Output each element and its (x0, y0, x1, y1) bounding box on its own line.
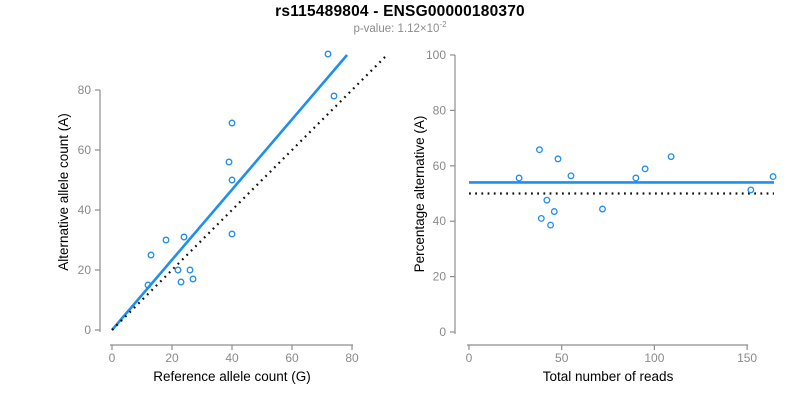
x-tick-label: 100 (644, 351, 664, 365)
y-axis-title: Percentage alternative (A) (412, 116, 427, 273)
y-tick-label: 80 (433, 103, 447, 117)
data-point (641, 165, 649, 173)
y-axis-title: Alternative allele count (A) (56, 113, 71, 271)
y-tick-label: 0 (84, 323, 91, 337)
data-point (228, 119, 236, 127)
data-point (632, 174, 640, 182)
data-point (515, 174, 523, 182)
data-point (186, 266, 194, 274)
data-point (324, 50, 332, 58)
data-point (330, 92, 338, 100)
data-point (543, 196, 551, 204)
x-tick-label: 50 (555, 351, 569, 365)
x-tick-label: 60 (285, 351, 299, 365)
data-point (228, 230, 236, 238)
data-point (567, 172, 575, 180)
y-tick-label: 40 (78, 203, 92, 217)
identity-reference-line (111, 54, 388, 331)
data-point (144, 281, 152, 289)
data-point (667, 153, 675, 161)
page-title: rs115489804 - ENSG00000180370 (275, 3, 525, 20)
y-tick-label: 20 (78, 263, 92, 277)
y-tick-label: 60 (433, 159, 447, 173)
data-point (769, 173, 777, 181)
left-scatter-plot: 0 20 40 60 80 0 20 40 60 80 Reference allele count… (56, 50, 388, 384)
x-tick-label: 150 (737, 351, 757, 365)
y-tick-label: 0 (439, 325, 446, 339)
x-tick-label: 20 (165, 351, 179, 365)
data-point (180, 233, 188, 241)
x-axis-title: Reference allele count (G) (153, 369, 311, 384)
data-point (177, 278, 185, 286)
pvalue-subtitle: p-value: 1.12×10-2 (0, 20, 800, 35)
data-point (599, 205, 606, 213)
data-point (228, 176, 236, 184)
data-point (547, 221, 555, 229)
y-tick-label: 40 (433, 214, 447, 228)
regression-fit-line (111, 54, 349, 331)
y-tick-label: 80 (78, 83, 92, 97)
x-tick-label: 0 (109, 351, 116, 365)
data-point (162, 236, 170, 244)
pvalue-exponent: -2 (439, 20, 447, 30)
x-tick-label: 80 (345, 351, 359, 365)
data-point (747, 186, 755, 194)
x-axis-title: Total number of reads (543, 369, 674, 384)
data-point (147, 251, 155, 259)
y-tick-label: 100 (426, 48, 446, 62)
pvalue-text: p-value: 1.12×10 (353, 23, 440, 35)
data-point (536, 146, 543, 154)
data-point (550, 208, 558, 215)
x-tick-label: 0 (466, 351, 473, 365)
data-point (554, 155, 562, 163)
y-tick-label: 60 (78, 143, 92, 157)
data-point (537, 214, 545, 222)
data-point (189, 275, 197, 283)
right-scatter-plot: 0 50 100 150 0 20 40 60 80 100 Total number of rea… (412, 48, 777, 384)
data-point (174, 266, 182, 274)
data-point (225, 158, 233, 166)
x-tick-label: 40 (225, 351, 239, 365)
y-tick-label: 20 (433, 270, 447, 284)
